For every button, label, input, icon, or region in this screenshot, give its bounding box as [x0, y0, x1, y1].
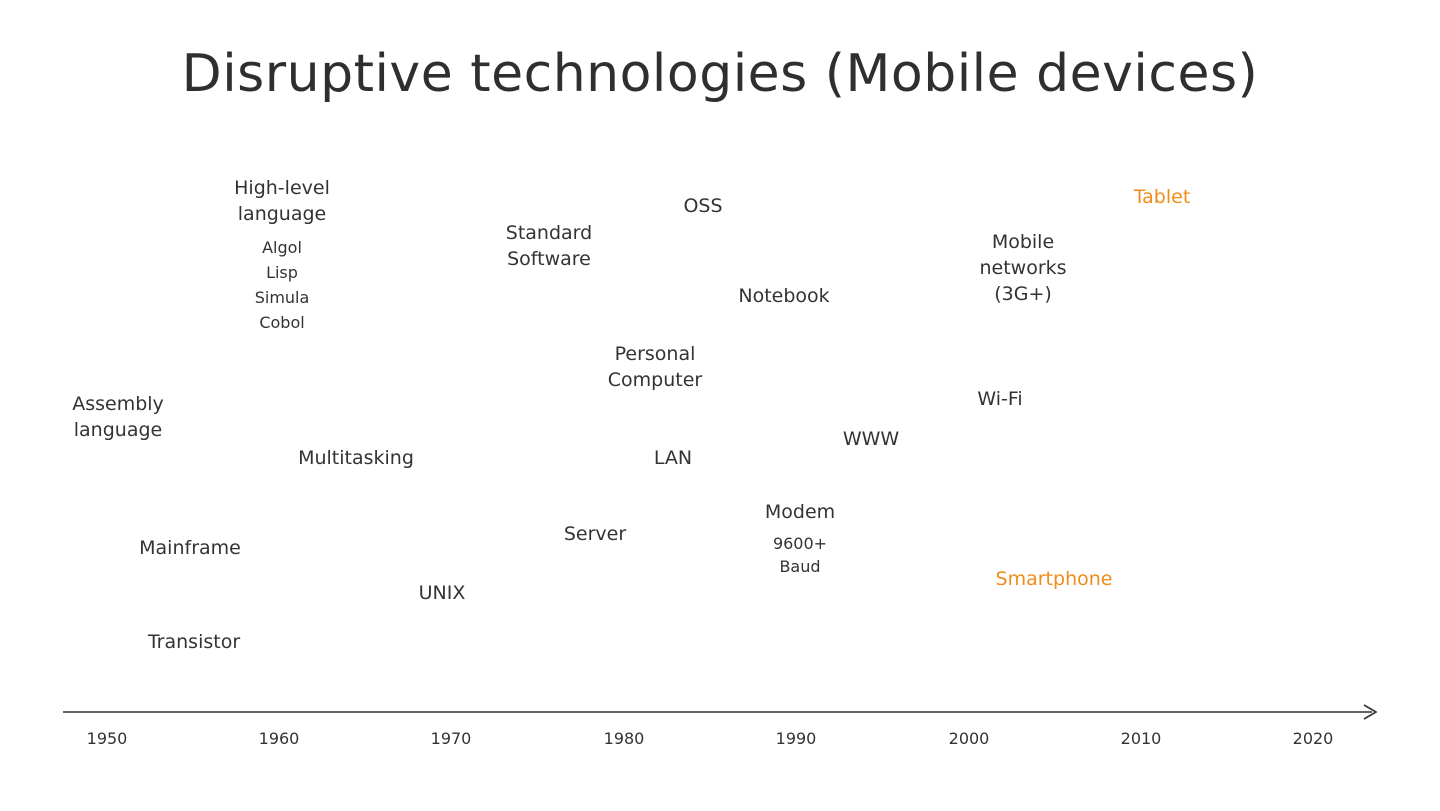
label-server: Server — [563, 523, 627, 545]
label-oss: OSS — [683, 195, 723, 217]
label-multitasking: Multitasking — [298, 447, 414, 469]
label-modem: Modem — [764, 501, 836, 523]
label-lisp: Lisp — [266, 263, 298, 282]
timeline-arrow-icon — [1363, 704, 1378, 720]
axis-tick-label: 2000 — [948, 729, 990, 748]
page-title: Disruptive technologies (Mobile devices) — [181, 44, 1259, 104]
label-notebook: Notebook — [738, 285, 830, 307]
axis-tick-label: 1980 — [603, 729, 645, 748]
axis-tick-label: 2010 — [1120, 729, 1162, 748]
axis-tick-label: 1970 — [430, 729, 472, 748]
label-tablet: Tablet — [1133, 186, 1191, 208]
label-transistor: Transistor — [147, 631, 241, 653]
label-simula: Simula — [254, 288, 310, 307]
label-mobile-networks: Mobile networks (3G+) — [979, 231, 1067, 305]
label-baud: 9600+ Baud — [772, 534, 828, 576]
axis-tick-label: 1950 — [86, 729, 128, 748]
label-lan: LAN — [653, 447, 693, 469]
label-high-level-language: High-level language — [234, 177, 330, 225]
axis-tick-label: 1990 — [775, 729, 817, 748]
label-algol: Algol — [262, 238, 302, 257]
label-smartphone: Smartphone — [995, 568, 1113, 590]
label-cobol: Cobol — [259, 313, 305, 332]
label-personal-computer: Personal Computer — [607, 343, 703, 391]
label-assembly-language: Assembly language — [72, 393, 164, 441]
label-unix: UNIX — [418, 582, 466, 604]
label-mainframe: Mainframe — [139, 537, 241, 559]
axis-tick-label: 1960 — [258, 729, 300, 748]
label-www: WWW — [842, 428, 900, 450]
label-wifi: Wi-Fi — [977, 388, 1023, 410]
axis-tick-label: 2020 — [1292, 729, 1334, 748]
label-standard-software: Standard Software — [505, 222, 593, 270]
